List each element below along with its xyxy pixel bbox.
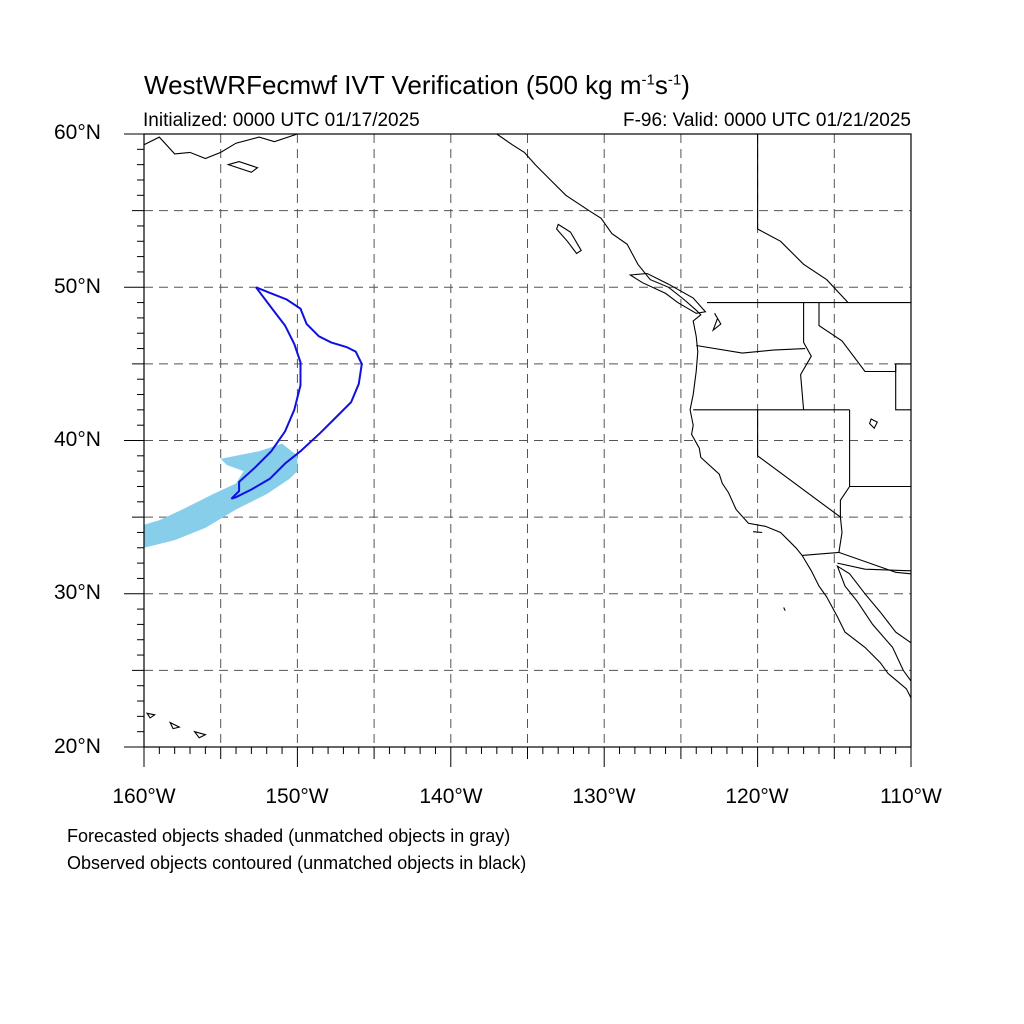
wa-or-border: [696, 344, 806, 354]
coastline-borders: [144, 134, 911, 747]
lon-label-120w: 120°W: [725, 785, 789, 808]
init-time: Initialized: 0000 UTC 01/17/2025: [143, 110, 420, 131]
map-title: WestWRFecmwf IVT Verification (500 kg m-…: [144, 70, 690, 100]
idaho-east: [818, 302, 896, 373]
legend-observed-note: Observed objects contoured (unmatched ob…: [67, 853, 527, 873]
legend-forecast-note: Forecasted objects shaded (unmatched obj…: [67, 826, 511, 846]
lat-label-50n: 50°N: [54, 275, 101, 298]
lon-label-110w: 110°W: [880, 785, 942, 808]
bc-alberta-border: [757, 134, 849, 303]
observed-object-contour: [230, 286, 363, 500]
axis-ticks: [124, 133, 912, 767]
guadalupe-island: [783, 607, 786, 611]
sonora-baja: [837, 562, 911, 572]
lon-label-130w: 130°W: [572, 785, 636, 808]
lon-label-150w: 150°W: [265, 785, 329, 808]
lon-label-140w: 140°W: [419, 785, 483, 808]
channel-islands: [752, 531, 763, 534]
us-mexico-border: [802, 551, 911, 575]
lat-label-30n: 30°N: [54, 581, 101, 604]
kodiak-island: [226, 161, 259, 173]
gulf-of-california: [836, 564, 911, 682]
coastline-west: [496, 134, 911, 699]
wy-line: [895, 363, 911, 411]
alaska-coast: [144, 134, 298, 160]
haida-gwaii: [555, 223, 582, 255]
lat-label-60n: 60°N: [54, 121, 101, 144]
lat-label-20n: 20°N: [54, 735, 101, 758]
vancouver-island: [628, 272, 707, 314]
hawaii-kauai: [145, 712, 157, 719]
great-salt-lake: [868, 418, 879, 430]
lat-label-40n: 40°N: [54, 428, 101, 451]
hawaii-big-island: [205, 745, 209, 747]
hawaii-oahu: [168, 721, 181, 730]
lon-label-160w: 160°W: [112, 785, 176, 808]
colorado-river: [838, 486, 851, 553]
lat-lon-grid: [144, 134, 911, 747]
idaho-west: [800, 302, 812, 410]
forecast-object-shaded: [144, 443, 298, 548]
puget-sound: [711, 313, 722, 332]
ca-nv-border: [757, 409, 841, 518]
valid-time: F-96: Valid: 0000 UTC 01/21/2025: [623, 110, 911, 131]
hawaii-maui: [193, 730, 207, 739]
